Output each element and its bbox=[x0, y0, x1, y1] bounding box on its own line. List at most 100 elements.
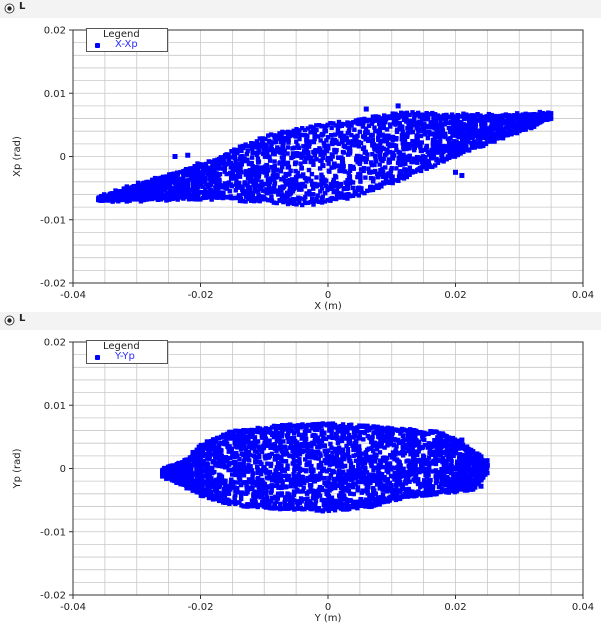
data-point bbox=[246, 161, 252, 167]
data-point bbox=[540, 117, 545, 123]
data-point bbox=[286, 172, 291, 177]
data-point bbox=[268, 461, 274, 467]
data-point bbox=[215, 188, 221, 193]
data-point bbox=[412, 145, 418, 150]
data-point bbox=[169, 172, 175, 177]
data-point bbox=[419, 458, 424, 464]
data-point bbox=[460, 138, 465, 144]
data-point bbox=[374, 447, 380, 452]
data-point bbox=[322, 448, 327, 454]
data-point bbox=[364, 453, 369, 458]
data-point bbox=[436, 115, 441, 121]
data-point bbox=[241, 470, 247, 475]
data-point bbox=[333, 447, 338, 452]
data-point bbox=[211, 191, 216, 197]
data-point bbox=[272, 189, 277, 194]
data-point bbox=[430, 486, 436, 492]
data-point bbox=[280, 139, 285, 145]
data-point bbox=[268, 190, 273, 195]
data-point bbox=[319, 172, 324, 177]
data-point bbox=[267, 453, 272, 458]
data-point bbox=[500, 136, 506, 141]
data-point bbox=[514, 130, 520, 136]
data-point bbox=[398, 110, 404, 115]
data-point bbox=[350, 476, 355, 482]
data-point bbox=[349, 470, 354, 476]
data-point bbox=[278, 169, 284, 174]
data-point bbox=[402, 167, 407, 172]
data-point bbox=[226, 467, 231, 473]
data-point bbox=[135, 180, 141, 186]
radio-icon[interactable] bbox=[4, 3, 15, 14]
data-point bbox=[222, 169, 227, 174]
data-point bbox=[342, 463, 348, 469]
data-point bbox=[327, 428, 332, 433]
data-point bbox=[237, 461, 243, 467]
data-point bbox=[403, 144, 408, 149]
data-point bbox=[454, 459, 460, 464]
data-point bbox=[426, 465, 432, 470]
data-point bbox=[280, 150, 285, 155]
data-point bbox=[255, 142, 261, 147]
data-point bbox=[416, 449, 421, 454]
data-point bbox=[121, 196, 127, 201]
data-point bbox=[251, 141, 257, 146]
data-point bbox=[192, 189, 197, 195]
data-point bbox=[444, 475, 450, 480]
data-point bbox=[186, 197, 192, 202]
data-point bbox=[484, 117, 489, 122]
y-tick-label: -0.02 bbox=[40, 279, 66, 290]
data-point bbox=[469, 472, 474, 478]
data-point bbox=[418, 133, 424, 139]
data-point bbox=[451, 128, 456, 134]
data-point bbox=[331, 162, 337, 167]
data-point bbox=[342, 195, 347, 200]
data-point bbox=[400, 124, 405, 130]
data-point bbox=[261, 188, 266, 193]
data-point bbox=[138, 183, 144, 188]
data-point bbox=[443, 449, 448, 455]
data-point bbox=[171, 186, 176, 191]
data-point bbox=[328, 472, 334, 478]
data-point bbox=[324, 138, 329, 143]
data-point bbox=[461, 476, 466, 481]
data-point bbox=[234, 147, 240, 153]
data-point bbox=[477, 129, 483, 135]
data-point bbox=[211, 166, 217, 171]
data-point bbox=[200, 171, 205, 177]
data-point bbox=[263, 497, 269, 502]
data-point bbox=[492, 113, 497, 119]
data-point bbox=[332, 132, 338, 137]
data-point bbox=[321, 435, 326, 441]
data-point bbox=[178, 169, 183, 175]
data-point bbox=[455, 112, 460, 118]
data-point bbox=[359, 117, 364, 122]
data-point bbox=[362, 116, 367, 122]
data-point bbox=[216, 476, 221, 481]
data-point bbox=[526, 124, 531, 130]
data-point bbox=[432, 163, 438, 168]
data-point bbox=[278, 150, 283, 155]
data-point bbox=[458, 122, 464, 128]
data-point bbox=[237, 470, 242, 476]
data-point bbox=[118, 189, 124, 194]
data-point bbox=[275, 167, 280, 172]
data-point bbox=[451, 439, 457, 445]
data-point bbox=[246, 477, 252, 482]
data-point bbox=[244, 435, 249, 440]
data-point bbox=[371, 485, 376, 491]
data-point bbox=[488, 117, 494, 123]
data-point bbox=[377, 146, 382, 151]
data-point bbox=[426, 124, 431, 130]
data-point bbox=[493, 116, 499, 122]
data-point bbox=[373, 185, 378, 190]
data-point bbox=[506, 131, 511, 136]
data-point bbox=[359, 190, 364, 195]
data-point bbox=[399, 137, 404, 142]
data-point bbox=[312, 150, 317, 155]
data-point bbox=[435, 450, 440, 455]
data-point bbox=[317, 441, 323, 447]
data-point bbox=[376, 434, 381, 440]
data-point bbox=[365, 129, 370, 134]
data-point bbox=[409, 459, 414, 465]
